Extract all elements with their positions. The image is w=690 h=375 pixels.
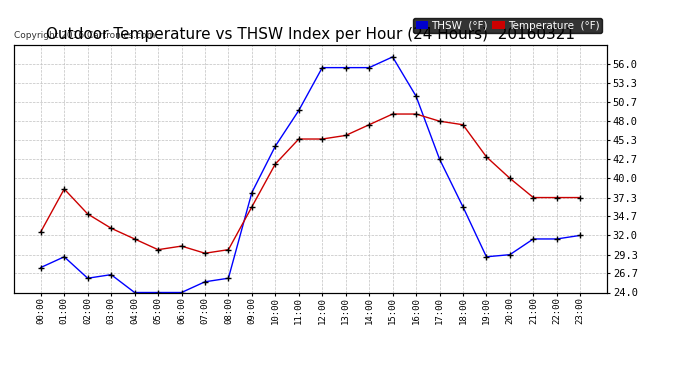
Legend: THSW  (°F), Temperature  (°F): THSW (°F), Temperature (°F) [413,18,602,33]
Title: Outdoor Temperature vs THSW Index per Hour (24 Hours)  20160321: Outdoor Temperature vs THSW Index per Ho… [46,27,575,42]
Text: Copyright 2016 Cartronics.com: Copyright 2016 Cartronics.com [14,31,155,40]
